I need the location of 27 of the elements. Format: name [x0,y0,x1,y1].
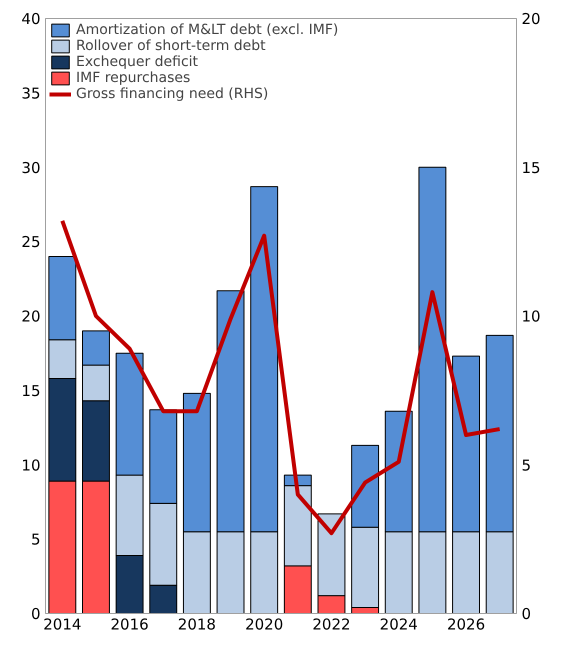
y-tick-label: 5 [30,530,41,549]
x-tick-label: 2014 [43,616,82,634]
y2-tick-label: 5 [522,456,532,474]
x-tick-label: 2020 [245,616,284,634]
legend-label: Exchequer deficit [76,54,198,70]
y-tick-label: 20 [21,308,41,326]
x-tick-label: 2026 [446,616,486,634]
y-tick-label: 15 [21,382,41,400]
x-tick-label: 2016 [110,616,149,634]
x-tick-label: 2022 [312,616,351,634]
y2-tick-label: 15 [522,158,541,177]
y-tick-label: 30 [21,158,41,177]
y-tick-label: 40 [21,10,41,28]
legend-label: Gross financing need (RHS) [76,86,268,102]
line-series [60,218,502,536]
y-tick-label: 10 [21,456,41,474]
x-tick-label: 2024 [380,616,418,634]
y2-tick-label: 10 [522,308,541,326]
y-tick-label: 25 [21,233,41,252]
y2-tick-label: 20 [522,10,541,28]
y-tick-label: 35 [21,84,41,102]
legend-label: Amortization of M&LT debt (excl. IMF) [76,22,338,38]
y2-tick-label: 0 [522,605,532,623]
legend-label: IMF repurchases [76,70,190,86]
legend-label: Rollover of short-term debt [76,38,266,54]
y-tick-label: 0 [30,605,41,623]
x-tick-label: 2018 [178,616,216,634]
